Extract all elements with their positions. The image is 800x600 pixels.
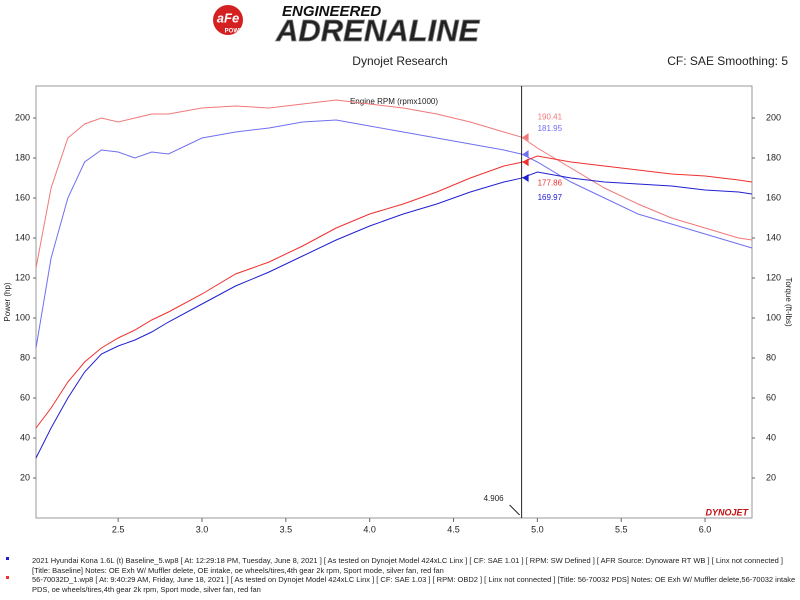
y2-tick-label: 40 [766, 432, 776, 442]
logo-sub: POWER [225, 29, 248, 35]
note-marker [6, 557, 9, 560]
watermark: DYNOJET [705, 507, 749, 517]
y-axis-label: Power (hp) [3, 282, 12, 321]
note: 56-70032D_1.wp8 [ At: 9:40:29 AM, Friday… [4, 575, 796, 594]
y-tick-label: 160 [15, 192, 30, 202]
x-axis-label: Engine RPM (rpmx1000) [350, 97, 438, 106]
logo-badge [213, 5, 243, 35]
y-tick-label: 100 [15, 312, 30, 322]
x-tick-label: 6.0 [699, 524, 712, 534]
series-line [35, 155, 753, 429]
y2-tick-label: 100 [766, 312, 781, 322]
y2-tick-label: 60 [766, 392, 776, 402]
cursor-readout: 169.97 [538, 193, 563, 202]
cursor-label: 4.906 [484, 494, 505, 503]
series-line [35, 119, 753, 349]
cursor-readout: 190.41 [538, 112, 563, 121]
y2-tick-label: 160 [766, 192, 781, 202]
y2-tick-label: 120 [766, 272, 781, 282]
series-line [35, 99, 753, 269]
y-tick-label: 120 [15, 272, 30, 282]
y-tick-label: 40 [20, 432, 30, 442]
y2-tick-label: 80 [766, 352, 776, 362]
x-tick-label: 3.0 [196, 524, 209, 534]
y-tick-label: 140 [15, 232, 30, 242]
y-tick-label: 60 [20, 392, 30, 402]
y2-tick-label: 180 [766, 152, 781, 162]
y2-axis-label: Torque (ft-lbs) [784, 277, 793, 327]
series-line [35, 171, 753, 459]
y-tick-label: 200 [15, 112, 30, 122]
y-tick-label: 180 [15, 152, 30, 162]
note-marker [6, 576, 9, 579]
x-tick-label: 5.0 [531, 524, 544, 534]
plot-area [35, 85, 753, 519]
cursor-marker [522, 158, 529, 167]
chart: aFe POWER ENGINEERED ADRENALINE Dynojet … [3, 3, 793, 534]
notes: 2021 Hyundai Kona 1.6L (t) Baseline_5.wp… [4, 556, 796, 594]
y2-tick-label: 20 [766, 472, 776, 482]
y2-tick-label: 140 [766, 232, 781, 242]
x-tick-label: 2.5 [112, 524, 125, 534]
source: Dynojet Research [352, 54, 447, 68]
y-tick-label: 20 [20, 472, 30, 482]
x-tick-label: 5.5 [615, 524, 628, 534]
x-tick-label: 4.5 [447, 524, 460, 534]
cursor-readout: 177.86 [538, 178, 563, 187]
cursor-readout: 181.95 [538, 124, 563, 133]
cursor-marker [522, 133, 529, 142]
x-tick-label: 3.5 [280, 524, 293, 534]
cursor-arrow [509, 504, 520, 516]
y2-tick-label: 200 [766, 112, 781, 122]
note-text: 56-70032D_1.wp8 [ At: 9:40:29 AM, Friday… [32, 575, 796, 594]
settings: CF: SAE Smoothing: 5 [667, 54, 788, 68]
y-tick-label: 80 [20, 352, 30, 362]
cursor-marker [522, 174, 529, 183]
note: 2021 Hyundai Kona 1.6L (t) Baseline_5.wp… [4, 556, 796, 575]
x-tick-label: 4.0 [363, 524, 376, 534]
cursor-marker [522, 150, 529, 159]
note-text: 2021 Hyundai Kona 1.6L (t) Baseline_5.wp… [32, 556, 783, 575]
brand: ADRENALINE [275, 13, 481, 48]
logo: aFe [217, 10, 239, 25]
tagline: ENGINEERED [282, 3, 381, 20]
